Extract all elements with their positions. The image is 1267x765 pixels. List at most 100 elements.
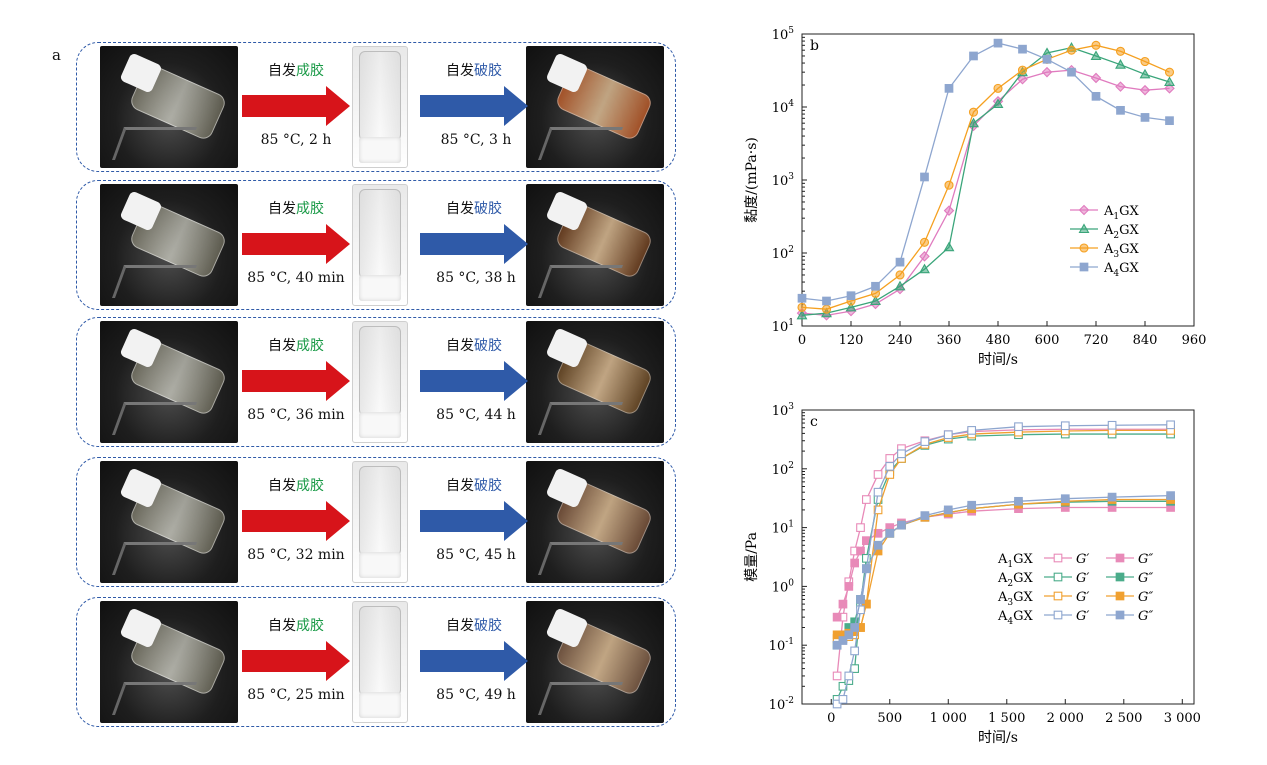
gelation-label: 自发成胶 xyxy=(242,198,350,218)
gelation-arrow xyxy=(242,641,350,681)
broken-gel-photo xyxy=(526,601,664,723)
data-point xyxy=(1090,50,1102,61)
gel-vial-photo xyxy=(352,321,408,443)
legend-suffix: GX xyxy=(1119,261,1139,276)
broken-gel-photo xyxy=(526,184,664,306)
gelation-label-prefix: 自发 xyxy=(268,201,296,217)
data-point xyxy=(873,505,883,515)
data-point xyxy=(1091,40,1101,50)
panel-a-label: a xyxy=(52,46,61,64)
process-row-5 xyxy=(76,597,676,727)
y-tick-label-mantissa: 10 xyxy=(772,404,789,419)
breaking-label-prefix: 自发 xyxy=(446,338,474,354)
series-line-7 xyxy=(836,424,1171,705)
legend-subscript: 4 xyxy=(1113,269,1119,279)
y-tick-label-exponent: -1 xyxy=(785,637,794,647)
legend-entry: A4GX xyxy=(1103,261,1140,279)
legend-suffix: GX xyxy=(1013,590,1033,605)
y-tick-label-mantissa: 10 xyxy=(772,320,789,335)
data-point xyxy=(1164,83,1175,94)
legend-marker-gdoubleprime xyxy=(1115,610,1125,620)
gelation-arrow-shape xyxy=(242,86,350,126)
legend-name: A xyxy=(1103,261,1114,276)
legend-marker-gdoubleprime xyxy=(1115,572,1125,582)
process-row-2 xyxy=(76,180,676,310)
y-tick-label: 101 xyxy=(772,520,794,537)
legend-marker xyxy=(1079,262,1089,272)
gelation-label-word: 成胶 xyxy=(296,618,324,634)
breaking-arrow-shape xyxy=(420,501,528,541)
initial-solution-photo xyxy=(100,184,238,306)
gelation-condition: 85 °C, 25 min xyxy=(247,687,345,703)
y-tick-label: 10-1 xyxy=(769,637,794,654)
breaking-arrow xyxy=(420,501,528,541)
legend-subscript: 3 xyxy=(1007,598,1013,608)
data-point xyxy=(1140,56,1150,67)
data-point xyxy=(944,180,954,190)
legend-marker-gprime xyxy=(1053,591,1063,601)
x-tick-label: 480 xyxy=(986,333,1011,348)
data-point xyxy=(850,623,860,632)
breaking-condition: 85 °C, 3 h xyxy=(440,132,512,148)
data-point xyxy=(1014,422,1023,432)
data-point xyxy=(919,251,930,262)
y-tick-label: 101 xyxy=(772,318,794,335)
series-line-2 xyxy=(801,46,1170,316)
gelation-arrow xyxy=(242,501,350,541)
series-line-3 xyxy=(801,44,1170,310)
data-point xyxy=(992,98,1004,109)
x-tick-label: 240 xyxy=(888,333,913,348)
y-tick-label-mantissa: 10 xyxy=(772,28,789,43)
legend-marker-gprime xyxy=(1053,610,1063,620)
y-tick-label-exponent: 1 xyxy=(788,520,794,530)
data-point xyxy=(943,241,955,252)
x-tick-label: 3 000 xyxy=(1164,711,1201,726)
x-tick-label: 360 xyxy=(937,333,962,348)
x-tick-label: 120 xyxy=(839,333,864,348)
legend-entry: A1GX xyxy=(1103,204,1140,222)
data-point xyxy=(1041,66,1053,78)
y-tick-label-mantissa: 10 xyxy=(772,463,789,478)
y-tick-label: 104 xyxy=(772,99,795,116)
legend-name: A xyxy=(997,552,1008,567)
x-tick-label: 2 000 xyxy=(1047,711,1084,726)
modulus-chart: c0 500 1 000 1 500 2 000 2 500 3 00010-210-110… xyxy=(744,402,1201,746)
data-point xyxy=(822,296,831,306)
gelation-label-word: 成胶 xyxy=(296,478,324,494)
data-point xyxy=(1165,116,1174,126)
data-point xyxy=(967,426,977,435)
data-point xyxy=(856,523,865,532)
breaking-label-word: 破胶 xyxy=(474,63,502,79)
legend-entry: A2GX xyxy=(1103,223,1140,241)
data-point xyxy=(1115,46,1126,56)
legend-name: A xyxy=(1103,223,1114,238)
panel-a: a xyxy=(52,42,676,727)
data-point xyxy=(1107,420,1117,430)
data-point xyxy=(1067,67,1076,77)
gelation-arrow-shape xyxy=(242,501,350,541)
data-point xyxy=(838,599,848,609)
data-point xyxy=(873,540,883,550)
y-tick-label: 105 xyxy=(772,26,795,43)
data-point xyxy=(850,558,860,568)
data-point xyxy=(873,487,883,497)
data-point xyxy=(856,595,865,604)
y-axis-label: 模量/Pa xyxy=(744,532,760,582)
data-point xyxy=(897,449,906,459)
data-point xyxy=(1166,420,1175,430)
gelation-arrow xyxy=(242,86,350,126)
legend-suffix: GX xyxy=(1013,609,1033,624)
data-point xyxy=(838,636,848,645)
data-point xyxy=(1042,54,1052,64)
data-point xyxy=(1066,45,1077,55)
y-tick-label: 100 xyxy=(772,578,795,595)
legend-gprime-label: G′ xyxy=(1076,590,1089,605)
breaking-arrow-shape xyxy=(420,224,528,264)
legend-gprime-label: G′ xyxy=(1076,609,1089,624)
legend-group-name: A3GX xyxy=(997,590,1034,608)
y-tick-label: 103 xyxy=(772,172,795,189)
legend-subscript: 4 xyxy=(1007,617,1013,627)
breaking-condition: 85 °C, 49 h xyxy=(436,687,516,703)
data-point xyxy=(967,500,977,510)
data-point xyxy=(862,495,871,504)
